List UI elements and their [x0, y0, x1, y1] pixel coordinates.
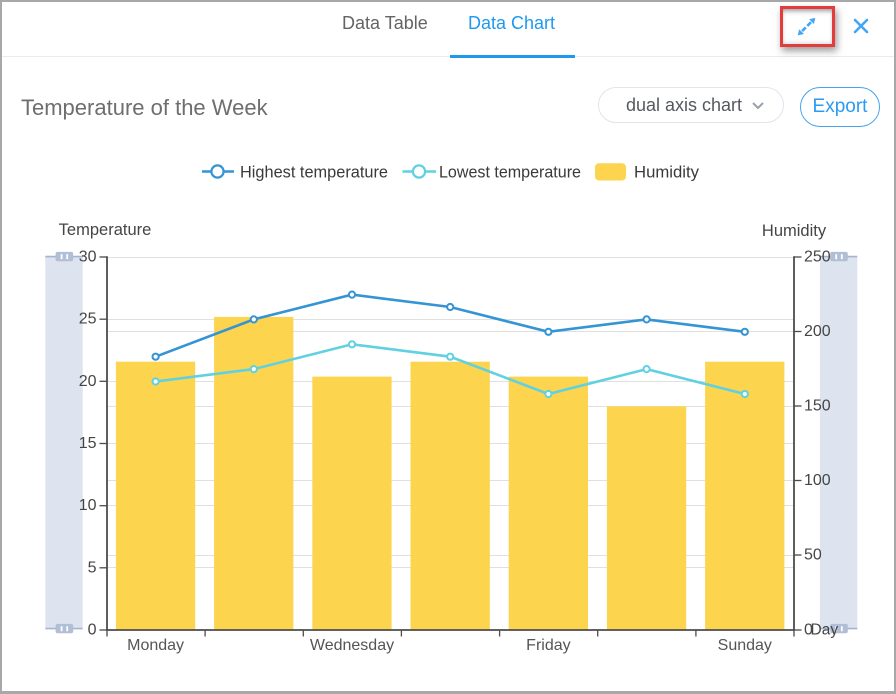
svg-text:Lowest temperature: Lowest temperature	[439, 164, 581, 182]
svg-text:Wednesday: Wednesday	[310, 637, 394, 654]
svg-text:Temperature: Temperature	[59, 221, 152, 239]
svg-text:Humidity: Humidity	[762, 222, 827, 240]
svg-text:Day: Day	[811, 622, 839, 639]
svg-text:5: 5	[88, 559, 97, 576]
svg-text:100: 100	[804, 472, 831, 489]
svg-text:10: 10	[79, 497, 97, 514]
svg-text:Friday: Friday	[526, 637, 570, 654]
svg-text:0: 0	[804, 622, 813, 639]
svg-text:Monday: Monday	[127, 637, 184, 654]
svg-text:50: 50	[804, 547, 822, 564]
svg-text:20: 20	[79, 373, 97, 390]
svg-text:0: 0	[88, 622, 97, 639]
svg-text:15: 15	[79, 435, 97, 452]
svg-text:200: 200	[804, 323, 831, 340]
svg-text:Sunday: Sunday	[718, 637, 772, 654]
svg-text:Humidity: Humidity	[634, 164, 700, 182]
svg-text:Highest temperature: Highest temperature	[240, 164, 388, 182]
svg-text:150: 150	[804, 398, 831, 415]
svg-text:30: 30	[79, 249, 97, 266]
svg-text:25: 25	[79, 311, 97, 328]
svg-text:250: 250	[804, 249, 831, 266]
